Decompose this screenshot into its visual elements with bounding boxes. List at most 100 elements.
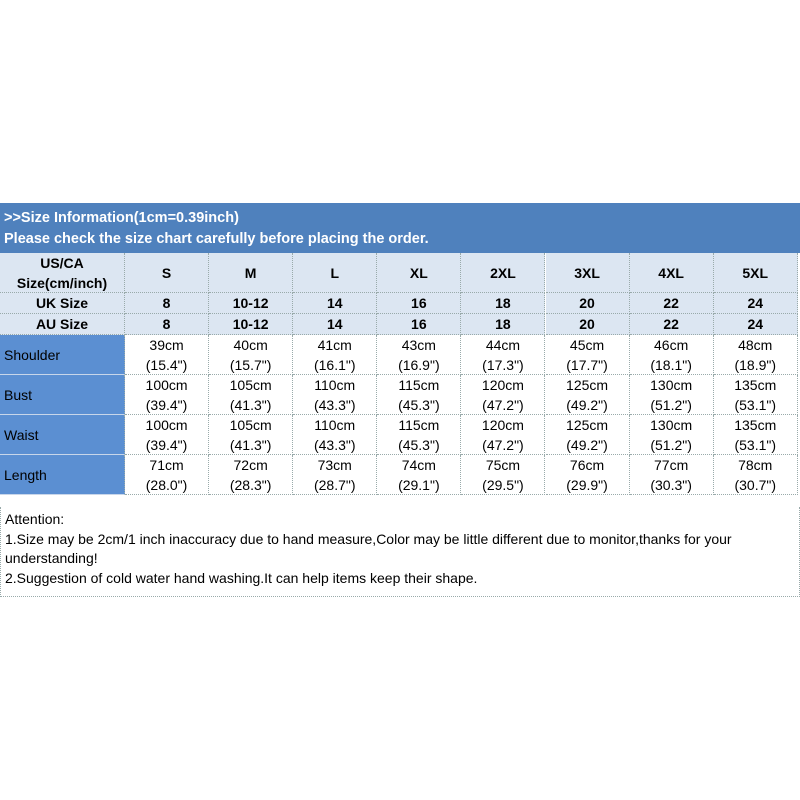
head-label-text: Size(cm/inch) — [16, 274, 108, 291]
data-cell-text: (17.7") — [566, 356, 608, 373]
data-cell-text: (30.3") — [650, 476, 692, 493]
data-cell: 135cm (53.1") — [713, 415, 798, 455]
data-cell-text: (43.3") — [313, 436, 356, 453]
data-cell-text: (45.3") — [398, 396, 440, 413]
data-cell-text: 125cm — [566, 376, 609, 393]
row-label: Waist — [0, 415, 125, 455]
data-cell-text: 135cm — [734, 416, 777, 433]
data-cell-text: 105cm — [229, 416, 272, 433]
head-cell: 8 — [125, 314, 210, 335]
data-cell-text: 125cm — [566, 416, 609, 433]
head-cell: 16 — [377, 293, 462, 314]
data-cell-text: (29.9") — [566, 476, 608, 493]
data-cell: 45cm (17.7") — [545, 335, 630, 375]
note: 1.Size may be 2cm/1 inch inaccuracy due … — [5, 530, 732, 567]
banner: >>Size Information(1cm=0.39inch) Please … — [0, 203, 800, 253]
data-cell-text: (28.3") — [229, 476, 272, 493]
head-cell-text: 20 — [579, 295, 595, 311]
data-cell-text: 48cm — [738, 336, 773, 353]
head-cell-text: 20 — [579, 316, 595, 332]
data-cell-text: (15.4") — [145, 356, 188, 373]
data-cell: 77cm (30.3") — [629, 455, 714, 495]
data-cell: 130cm (51.2") — [629, 415, 714, 455]
note: Attention: — [5, 511, 65, 527]
head-cell-text: 24 — [747, 295, 764, 311]
data-cell: 74cm (29.1") — [377, 455, 462, 495]
data-cell-text: (16.1") — [313, 356, 356, 373]
data-cell: 135cm (53.1") — [713, 375, 798, 415]
data-cell: 125cm (49.2") — [545, 375, 630, 415]
head-cell: S — [125, 253, 210, 293]
data-cell-text: (15.7") — [229, 356, 272, 373]
head-cell: 14 — [293, 314, 378, 335]
data-cell: 44cm (17.3") — [461, 335, 546, 375]
data-cell-text: (49.2") — [566, 396, 608, 413]
data-cell: 46cm (18.1") — [629, 335, 714, 375]
data-cell: 48cm (18.9") — [713, 335, 798, 375]
head-cell-text: 8 — [162, 316, 171, 332]
data-cell: 110cm (43.3") — [293, 375, 378, 415]
data-cell-text: 73cm — [317, 456, 352, 473]
head-cell: 10-12 — [209, 293, 294, 314]
head-label-text: US/CA — [40, 254, 84, 271]
row-label: Bust — [0, 375, 125, 415]
head-cell: 14 — [293, 293, 378, 314]
head-cell: 22 — [629, 314, 714, 335]
data-cell: 120cm (47.2") — [461, 375, 546, 415]
data-cell-text: (29.5") — [482, 476, 524, 493]
data-cell-text: (53.1") — [734, 396, 776, 413]
data-cell-text: (51.2") — [650, 436, 692, 453]
head-cell: 8 — [125, 293, 210, 314]
head-cell: L — [293, 253, 378, 293]
data-cell-text: (16.9") — [398, 356, 440, 373]
data-cell-text: 115cm — [398, 376, 440, 393]
data-cell-text: (47.2") — [482, 396, 524, 413]
head-cell: 2XL — [461, 253, 546, 293]
head-cell: 20 — [545, 293, 630, 314]
data-cell-text: (30.7") — [734, 476, 776, 493]
data-cell: 100cm (39.4") — [125, 415, 210, 455]
banner-line: Please check the size chart carefully be… — [4, 231, 429, 247]
row-label: Shoulder — [0, 335, 125, 375]
data-cell: 105cm (41.3") — [209, 415, 294, 455]
head-cell: 24 — [713, 293, 798, 314]
data-cell-text: (17.3") — [482, 356, 524, 373]
head-cell-text: 10-12 — [232, 316, 269, 332]
data-cell-text: 130cm — [650, 416, 693, 433]
head-cell-text: 3XL — [574, 264, 600, 281]
row-label-text: Length — [4, 466, 47, 483]
data-cell-text: 130cm — [650, 376, 693, 393]
data-cell: 39cm (15.4") — [125, 335, 210, 375]
data-cell-text: 115cm — [398, 416, 440, 433]
notes: Attention: 1.Size may be 2cm/1 inch inac… — [0, 507, 800, 597]
head-label-text: AU Size — [35, 316, 89, 332]
data-cell-text: 71cm — [149, 456, 184, 473]
data-cell-text: 100cm — [145, 376, 188, 393]
data-cell-text: 76cm — [569, 456, 605, 473]
head-cell-text: 16 — [411, 316, 427, 332]
head-cell: 10-12 — [209, 314, 294, 335]
head-cell-text: 22 — [663, 316, 679, 332]
data-cell-text: 74cm — [401, 456, 436, 473]
head-cell-text: M — [244, 264, 257, 281]
row-label: Length — [0, 455, 125, 495]
head-cell-text: 14 — [326, 295, 343, 311]
head-cell: 18 — [461, 293, 546, 314]
data-cell-text: 110cm — [314, 416, 356, 433]
head-cell-text: 8 — [162, 295, 171, 311]
data-cell-text: (43.3") — [313, 396, 356, 413]
head-cell: 20 — [545, 314, 630, 335]
row-label-text: Shoulder — [4, 346, 61, 363]
data-cell-text: (53.1") — [734, 436, 776, 453]
data-cell: 72cm (28.3") — [209, 455, 294, 495]
head-cell-text: 18 — [495, 295, 511, 311]
data-cell-text: 120cm — [481, 416, 524, 433]
head-cell-text: 2XL — [490, 264, 516, 281]
head-cell: 16 — [377, 314, 462, 335]
data-cell: 115cm (45.3") — [377, 415, 462, 455]
head-cell: M — [209, 253, 294, 293]
data-cell: 71cm (28.0") — [125, 455, 210, 495]
row-label-text: Waist — [4, 426, 39, 443]
head-cell-text: S — [161, 264, 172, 281]
